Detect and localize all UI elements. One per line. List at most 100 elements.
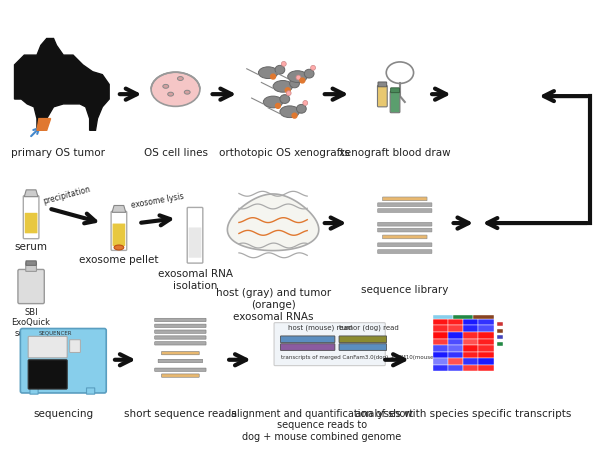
- Ellipse shape: [288, 71, 307, 82]
- Bar: [497, 322, 503, 326]
- Circle shape: [286, 91, 291, 95]
- FancyBboxPatch shape: [23, 196, 39, 238]
- FancyBboxPatch shape: [377, 222, 432, 226]
- Circle shape: [281, 62, 286, 66]
- Text: primary OS tumor: primary OS tumor: [11, 148, 106, 158]
- FancyBboxPatch shape: [70, 340, 80, 352]
- Bar: [448, 365, 463, 372]
- Text: transcripts of merged CanFam3.0(dog) + MM10(mouse)sequence file: transcripts of merged CanFam3.0(dog) + M…: [281, 355, 472, 360]
- Bar: [433, 352, 448, 358]
- Text: exosomal RNA
isolation: exosomal RNA isolation: [158, 269, 233, 291]
- Text: host (gray) and tumor
(orange)
exosomal RNAs: host (gray) and tumor (orange) exosomal …: [215, 288, 331, 322]
- FancyBboxPatch shape: [383, 197, 427, 201]
- Bar: [448, 338, 463, 345]
- Ellipse shape: [290, 79, 299, 88]
- FancyBboxPatch shape: [383, 235, 427, 239]
- FancyBboxPatch shape: [161, 351, 199, 355]
- FancyBboxPatch shape: [26, 263, 37, 271]
- Polygon shape: [227, 194, 319, 251]
- FancyBboxPatch shape: [155, 324, 206, 328]
- Bar: [478, 352, 494, 358]
- Bar: [448, 345, 463, 352]
- Bar: [433, 319, 448, 325]
- Text: analyses with species specific transcripts: analyses with species specific transcrip…: [355, 409, 572, 419]
- FancyBboxPatch shape: [20, 328, 106, 393]
- Text: exosome lysis: exosome lysis: [131, 192, 185, 210]
- FancyBboxPatch shape: [378, 82, 387, 87]
- Ellipse shape: [114, 245, 124, 250]
- Ellipse shape: [280, 94, 290, 104]
- Text: sequencing: sequencing: [33, 409, 94, 419]
- FancyBboxPatch shape: [26, 261, 36, 266]
- FancyBboxPatch shape: [155, 368, 206, 371]
- Ellipse shape: [296, 104, 306, 113]
- Bar: [478, 338, 494, 345]
- Ellipse shape: [275, 65, 285, 74]
- Circle shape: [300, 78, 305, 83]
- Bar: [448, 352, 463, 358]
- Text: SEQUENCER: SEQUENCER: [39, 331, 72, 336]
- Bar: [433, 332, 448, 338]
- Polygon shape: [112, 206, 126, 212]
- Polygon shape: [37, 118, 50, 130]
- FancyBboxPatch shape: [30, 388, 38, 394]
- Bar: [433, 325, 448, 332]
- FancyBboxPatch shape: [281, 336, 335, 342]
- FancyBboxPatch shape: [155, 330, 206, 333]
- Bar: [478, 325, 494, 332]
- FancyBboxPatch shape: [281, 344, 335, 350]
- Bar: [478, 345, 494, 352]
- Bar: [448, 325, 463, 332]
- Text: tumor (dog) read: tumor (dog) read: [340, 325, 399, 332]
- Bar: [463, 345, 478, 352]
- FancyBboxPatch shape: [25, 213, 37, 233]
- Text: sequence library: sequence library: [361, 284, 448, 295]
- Bar: [497, 328, 503, 333]
- FancyBboxPatch shape: [377, 86, 387, 107]
- Bar: [448, 332, 463, 338]
- FancyBboxPatch shape: [155, 342, 206, 345]
- FancyBboxPatch shape: [86, 388, 95, 394]
- Ellipse shape: [263, 96, 283, 108]
- Bar: [463, 325, 478, 332]
- Text: exosome pellet: exosome pellet: [79, 255, 158, 266]
- Bar: [433, 345, 448, 352]
- FancyBboxPatch shape: [391, 88, 400, 93]
- Bar: [463, 358, 478, 365]
- Bar: [478, 358, 494, 365]
- FancyBboxPatch shape: [155, 336, 206, 339]
- Circle shape: [271, 74, 275, 79]
- Bar: [463, 352, 478, 358]
- FancyBboxPatch shape: [377, 228, 432, 232]
- Bar: [463, 338, 478, 345]
- Circle shape: [303, 100, 308, 105]
- FancyBboxPatch shape: [28, 360, 67, 389]
- Circle shape: [292, 113, 297, 118]
- Polygon shape: [14, 39, 109, 130]
- FancyBboxPatch shape: [339, 344, 386, 350]
- Bar: [448, 358, 463, 365]
- Circle shape: [311, 65, 316, 70]
- Circle shape: [296, 75, 301, 80]
- Bar: [433, 358, 448, 365]
- Ellipse shape: [178, 76, 184, 81]
- Ellipse shape: [280, 106, 299, 117]
- Bar: [473, 315, 494, 319]
- Text: OS cell lines: OS cell lines: [143, 148, 208, 158]
- FancyBboxPatch shape: [377, 203, 432, 207]
- Ellipse shape: [167, 92, 173, 96]
- FancyBboxPatch shape: [188, 227, 202, 258]
- FancyBboxPatch shape: [377, 243, 432, 247]
- FancyBboxPatch shape: [281, 336, 335, 342]
- Text: serum: serum: [14, 242, 47, 252]
- FancyBboxPatch shape: [390, 91, 400, 112]
- FancyBboxPatch shape: [339, 336, 386, 342]
- Circle shape: [275, 104, 280, 108]
- Text: short sequence reads: short sequence reads: [124, 409, 237, 419]
- Text: alignment and quantification of short
sequence reads to
dog + mouse combined gen: alignment and quantification of short se…: [231, 409, 413, 442]
- FancyBboxPatch shape: [274, 323, 385, 366]
- Bar: [433, 365, 448, 372]
- Bar: [497, 335, 503, 339]
- Text: xenograft blood draw: xenograft blood draw: [339, 148, 451, 158]
- FancyBboxPatch shape: [161, 374, 199, 377]
